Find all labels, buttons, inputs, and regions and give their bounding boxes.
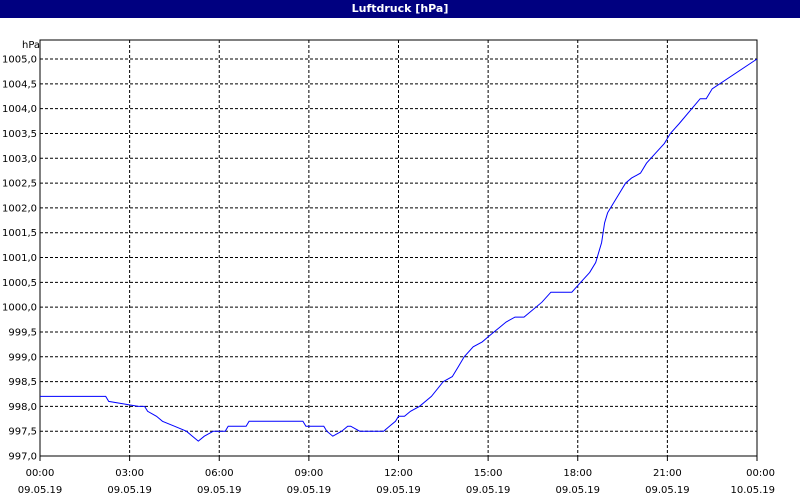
y-tick-label: 999,0 [8,352,37,363]
x-axis-labels: 00:00 09.05.19 03:00 09.05.19 06:00 09.05.19 0… [18,456,775,496]
y-tick-label: 1004,5 [2,79,37,90]
x-tick-time: 12:00 [384,468,413,479]
y-tick-label: 998,5 [8,377,37,388]
series-line [40,58,758,442]
x-tick-time: 18:00 [563,468,592,479]
x-tick-date: 09.05.19 [287,485,332,496]
chart-title: Luftdruck [hPa] [0,0,800,18]
y-tick-label: 1000,5 [2,278,37,289]
x-tick-time: 00:00 [26,468,55,479]
y-tick-label: 1002,0 [2,203,37,214]
y-tick-label: 1002,5 [2,179,37,190]
y-tick-label: 1001,5 [2,228,37,239]
x-tick-time: 15:00 [474,468,503,479]
x-tick-date: 09.05.19 [18,485,63,496]
x-tick-date: 09.05.19 [107,485,152,496]
y-tick-label: 1003,0 [2,154,37,165]
x-tick-date: 09.05.19 [466,485,511,496]
x-tick-date: 09.05.19 [645,485,690,496]
x-tick-date: 09.05.19 [555,485,600,496]
y-axis-labels: 997,0 997,5 998,0 998,5 999,0 999,5 1000,0 1000… [2,55,37,463]
y-tick-label: 1000,0 [2,303,37,314]
y-axis-unit: hPa [22,40,40,51]
x-tick-date: 09.05.19 [376,485,421,496]
y-tick-label: 1001,0 [2,253,37,264]
x-tick-time: 21:00 [653,468,682,479]
x-tick-date: 09.05.19 [197,485,242,496]
grid-lines [40,40,757,456]
y-tick-label: 1004,0 [2,104,37,115]
x-tick-time: 06:00 [205,468,234,479]
y-tick-label: 999,5 [8,327,37,338]
x-tick-time: 09:00 [294,468,323,479]
y-tick-label: 1003,5 [2,129,37,140]
y-tick-label: 997,5 [8,427,37,438]
x-tick-time: 03:00 [115,468,144,479]
x-tick-date: 10.05.19 [730,485,775,496]
x-tick-time: 00:00 [746,468,775,479]
y-tick-label: 1005,0 [2,55,37,66]
y-tick-label: 997,0 [8,452,37,463]
y-tick-label: 998,0 [8,402,37,413]
